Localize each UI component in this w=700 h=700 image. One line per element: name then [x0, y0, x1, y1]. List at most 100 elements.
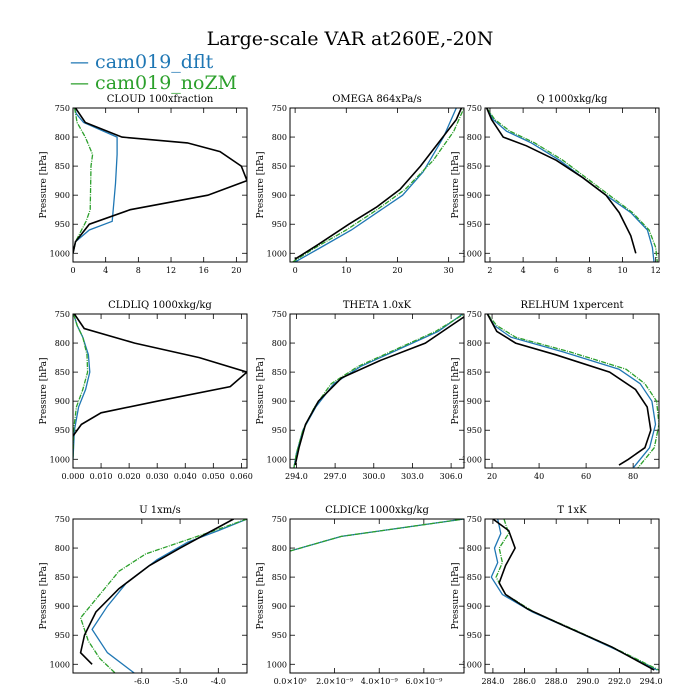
x-tick-label: 0: [293, 266, 298, 275]
x-tick-label: 284.0: [481, 677, 504, 686]
x-tick-label: 2: [487, 266, 492, 275]
y-tick-label: 950: [55, 631, 70, 640]
y-tick-label: 750: [55, 515, 70, 524]
panel-title: U 1xm/s: [139, 505, 181, 516]
y-tick-label: 800: [55, 339, 70, 348]
plot-frame: [484, 313, 660, 469]
x-tick-label: 6.0×10⁻⁹: [405, 677, 443, 686]
figure-title: Large-scale VAR at260E,-20N: [206, 28, 494, 50]
legend-label: cam019_dflt: [95, 51, 214, 73]
x-tick-label: 4.0×10⁻⁹: [361, 677, 399, 686]
x-tick-label: 286.0: [513, 677, 536, 686]
series-line-cam019_noZM: [292, 108, 464, 262]
series-line-cam019_noZM: [486, 314, 659, 468]
series-line-ref: [486, 314, 652, 466]
y-axis-label: Pressure [hPa]: [39, 357, 49, 424]
x-tick-label: 30: [444, 266, 454, 275]
series-line-cam019_noZM: [79, 519, 247, 673]
x-tick-label: 294.0: [285, 472, 308, 481]
y-tick-label: 750: [467, 515, 482, 524]
panel-5: RELHUM 1xpercent Pressure [hPa] 750 800 850 9…: [451, 300, 660, 481]
panel-3: CLDLIQ 1000xkg/kg Pressure [hPa] 750 800 850…: [39, 300, 253, 481]
y-tick-label: 1000: [267, 455, 287, 464]
x-tick-label: -4.0: [211, 677, 226, 686]
y-tick-label: 750: [467, 310, 482, 319]
x-tick-label: 306.0: [440, 472, 463, 481]
x-tick-label: 20: [231, 266, 241, 275]
y-tick-label: 1000: [462, 455, 482, 464]
plot-frame: [72, 313, 248, 469]
y-axis-label: Pressure [hPa]: [256, 357, 266, 424]
series-line-cam019_noZM: [495, 519, 659, 671]
series-line-ref: [294, 108, 463, 260]
x-tick-label: 12: [166, 266, 176, 275]
y-tick-label: 750: [55, 310, 70, 319]
y-tick-label: 750: [467, 104, 482, 113]
y-tick-label: 850: [55, 368, 70, 377]
panel-title: RELHUM 1xpercent: [520, 300, 623, 311]
series-line-cam019_dflt: [73, 314, 91, 460]
y-tick-label: 850: [272, 162, 287, 171]
x-tick-label: 10: [341, 266, 351, 275]
panel-2: Q 1000xkg/kg Pressure [hPa] 750 800 850 900 95…: [451, 94, 661, 275]
panel-0: CLOUD 100xfraction Pressure [hPa] 750 800 85…: [39, 94, 248, 275]
plot-frame: [484, 107, 660, 263]
y-tick-label: 950: [467, 426, 482, 435]
x-tick-label: 40: [534, 472, 544, 481]
x-tick-label: 300.0: [362, 472, 385, 481]
panel-title: Q 1000xkg/kg: [537, 94, 608, 105]
y-axis-label: Pressure [hPa]: [451, 357, 461, 424]
series-line-cam019_noZM: [290, 519, 464, 552]
series-line-ref: [73, 108, 247, 254]
y-tick-label: 1000: [462, 249, 482, 258]
x-tick-label: 16: [199, 266, 209, 275]
x-tick-label: -6.0: [134, 677, 149, 686]
y-axis-label: Pressure [hPa]: [451, 562, 461, 629]
x-tick-label: 8: [587, 266, 592, 275]
y-tick-label: 900: [272, 602, 287, 611]
x-tick-label: 20: [392, 266, 402, 275]
plot-frame: [484, 518, 660, 674]
legend-label: cam019_noZM: [95, 72, 238, 94]
y-tick-label: 950: [272, 426, 287, 435]
y-tick-label: 850: [55, 573, 70, 582]
y-tick-label: 900: [467, 191, 482, 200]
panel-title: CLOUD 100xfraction: [107, 94, 214, 105]
y-tick-label: 1000: [267, 249, 287, 258]
series-line-ref: [79, 519, 234, 665]
x-tick-label: 6: [554, 266, 559, 275]
series-line-ref: [294, 316, 464, 466]
x-tick-label: 0.060: [230, 472, 253, 481]
y-tick-label: 950: [55, 426, 70, 435]
panel-title: OMEGA 864xPa/s: [332, 94, 422, 105]
y-tick-label: 850: [467, 162, 482, 171]
x-tick-label: 8: [136, 266, 141, 275]
x-tick-label: 0.050: [202, 472, 225, 481]
y-tick-label: 750: [272, 515, 287, 524]
y-tick-label: 850: [467, 573, 482, 582]
x-tick-label: 60: [581, 472, 591, 481]
x-tick-label: 4: [521, 266, 526, 275]
plot-frame: [72, 518, 248, 674]
plot-frame: [289, 518, 465, 674]
legend-swatch: —: [70, 51, 89, 73]
x-tick-label: 4: [103, 266, 108, 275]
y-tick-label: 800: [467, 133, 482, 142]
series-line-cam019_dflt: [290, 519, 464, 552]
y-tick-label: 950: [272, 220, 287, 229]
y-tick-label: 750: [272, 104, 287, 113]
x-tick-label: 0.000: [62, 472, 85, 481]
y-tick-label: 850: [272, 368, 287, 377]
x-tick-label: -5.0: [172, 677, 187, 686]
y-tick-label: 800: [55, 133, 70, 142]
panel-8: T 1xK Pressure [hPa] 750 800 850 900 950 1000 28…: [451, 505, 663, 686]
plot-frame: [72, 107, 248, 263]
x-tick-label: 0.020: [118, 472, 141, 481]
panel-4: THETA 1.0xK Pressure [hPa] 750 800 850 900 950…: [256, 300, 465, 481]
y-tick-label: 900: [467, 602, 482, 611]
x-tick-label: 2.0×10⁻⁹: [316, 677, 354, 686]
panel-1: OMEGA 864xPa/s Pressure [hPa] 750 800 850 900…: [256, 94, 465, 275]
panel-title: T 1xK: [557, 505, 587, 516]
y-tick-label: 1000: [462, 660, 482, 669]
